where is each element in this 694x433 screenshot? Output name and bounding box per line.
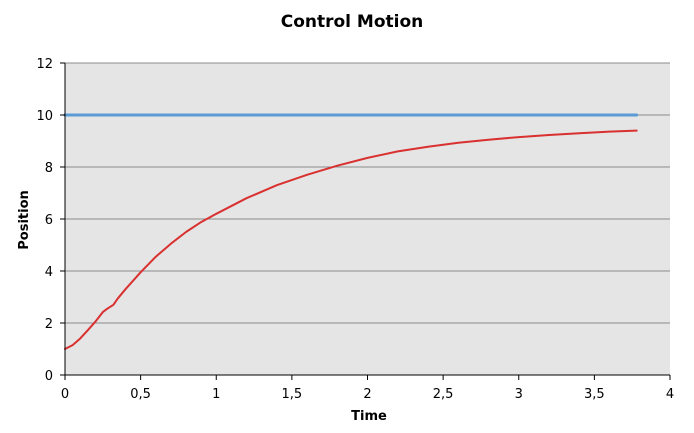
y-tick-label-4: 8 (45, 161, 53, 176)
x-tick-label-1: 0,5 (130, 387, 151, 402)
x-tick-label-6: 3 (515, 387, 523, 402)
y-tick-label-2: 4 (45, 265, 53, 280)
x-axis-label: Time (351, 409, 387, 424)
x-tick-label-4: 2 (363, 387, 371, 402)
x-tick-label-7: 3,5 (584, 387, 605, 402)
x-tick-label-3: 1,5 (282, 387, 303, 402)
y-axis-label: Position (17, 190, 32, 250)
y-tick-label-0: 0 (45, 369, 53, 384)
y-axis-ticks: 0 2 4 6 8 10 12 (36, 57, 65, 384)
y-tick-label-1: 2 (45, 317, 53, 332)
series-line-1 (64, 129, 638, 350)
x-tick-label-8: 4 (666, 387, 674, 402)
x-axis-ticks: 0 0,5 1 1,5 2 2,5 3 3,5 4 (61, 375, 674, 402)
y-tick-label-5: 10 (36, 109, 53, 124)
x-tick-label-0: 0 (61, 387, 69, 402)
y-tick-label-6: 12 (36, 57, 53, 72)
y-tick-label-3: 6 (45, 213, 53, 228)
chart-title: Control Motion (281, 12, 424, 32)
series-group (63, 113, 639, 350)
x-tick-label-2: 1 (212, 387, 220, 402)
x-tick-label-5: 2,5 (433, 387, 454, 402)
gridlines (65, 62, 670, 324)
